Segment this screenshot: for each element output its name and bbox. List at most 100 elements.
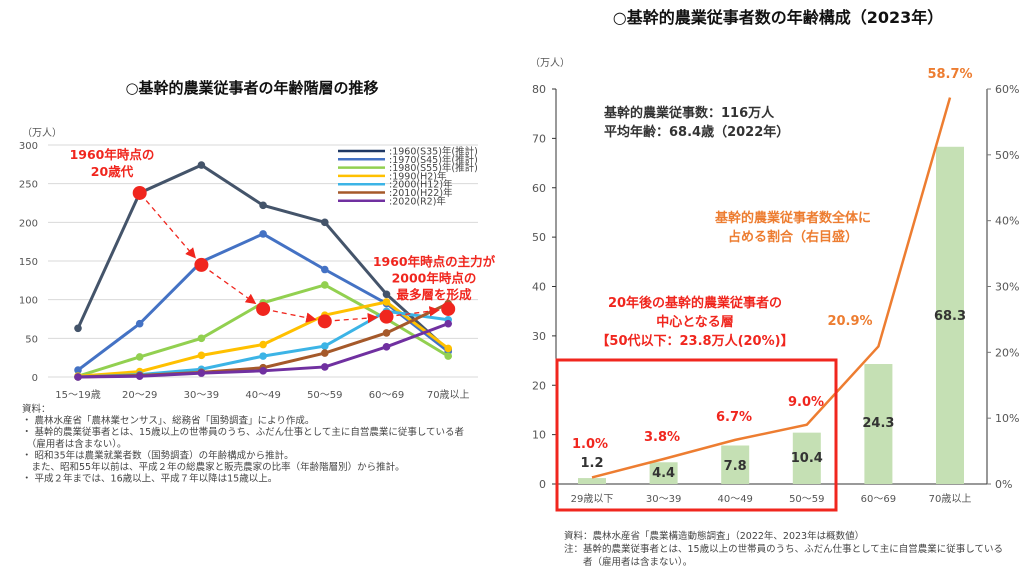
y-tick-label: 60: [532, 182, 546, 195]
legend-label: :2010(H22)年: [389, 187, 453, 199]
cohort-marker: [379, 309, 394, 324]
right-chart: ○基幹的農業従事者数の年齢構成（2023年） （万人） 0 10 20 30 40 50 6…: [530, 8, 1019, 568]
y-tick-label: 10: [532, 429, 546, 442]
y-tick-label: 80: [532, 83, 546, 96]
y2-tick-label: 0%: [995, 478, 1012, 491]
left-y-unit: （万人）: [22, 127, 62, 139]
data-point: [321, 218, 329, 227]
x-tick-label: 50～59: [307, 390, 342, 401]
share-value-label: 9.0%: [788, 395, 824, 410]
data-point: [444, 319, 453, 328]
x-tick-label: 29歳以下: [571, 493, 614, 505]
y-tick-label: 30: [532, 330, 546, 343]
bar-value-label: 24.3: [862, 416, 894, 431]
cohort-arrow: [209, 270, 257, 305]
x-tick-label: 40～49: [245, 390, 280, 401]
left-chart: ○基幹的農業従事者の年齢階層の推移 （万人） 0 50 100 150 200 250 30…: [19, 79, 496, 485]
data-point: [259, 352, 267, 360]
y2-tick-label: 60%: [995, 83, 1019, 96]
source-note: （雇用者は含まない）。: [22, 438, 127, 450]
y-tick-label: 100: [19, 296, 38, 307]
share-line: [591, 97, 952, 479]
annotation-2000-peak: 最多層を形成: [396, 287, 472, 302]
y2-tick-label: 30%: [995, 281, 1019, 294]
x-tick-label: 30～39: [184, 390, 219, 401]
source-note: ・ 平成２年までは、16歳以上、平成７年以降は15歳以上。: [22, 473, 277, 485]
share-value-label: 58.7%: [927, 67, 972, 82]
bar-value-label: 68.3: [934, 309, 966, 324]
source-note: ・ 農林水産省「農林業センサス」、総務省「国勢調査」により作成。: [22, 415, 314, 427]
data-point: [382, 298, 391, 306]
cohort-marker: [317, 314, 332, 329]
y2-tick-label: 40%: [995, 215, 1019, 228]
bar-value-label: 7.8: [724, 459, 747, 474]
data-point: [259, 340, 267, 349]
data-point: [321, 349, 329, 357]
bar-value-label: 4.4: [652, 466, 675, 481]
bar: [864, 364, 893, 484]
bar: [649, 462, 678, 484]
source-note: 注：基幹的農業従事者とは、15歳以上の世帯員のうち、ふだん仕事として主に自営農業…: [564, 543, 1003, 555]
core-layer-annotation: 20年後の基幹的農業従事者の: [608, 295, 782, 311]
data-point: [382, 343, 391, 351]
data-point: [444, 344, 453, 353]
cohort-marker: [132, 185, 147, 200]
x-tick-label: 15～19歳: [55, 389, 100, 401]
source-note: ・ 昭和35年は農業就業者数（国勢調査）の年齢構成から推計。: [22, 449, 294, 461]
cohort-arrow: [272, 310, 317, 323]
legend-label: :1970(S45)年(推計): [389, 154, 478, 166]
cohort-arrow: [145, 200, 196, 259]
source-note: 資料：農林水産省「農業構造動態調査」（2022年、2023年は概数値）: [564, 530, 864, 542]
data-point: [135, 353, 144, 361]
share-value-label: 6.7%: [716, 410, 752, 425]
legend-label: :1990(H2)年: [389, 170, 447, 182]
bar: [578, 478, 606, 484]
bar-value-label: 10.4: [791, 451, 823, 466]
source-note: 者（雇用者は含まない）。: [564, 556, 692, 568]
bar: [721, 445, 750, 484]
data-point: [259, 367, 267, 375]
data-point: [321, 342, 329, 350]
source-note: ・ 基幹的農業従事者とは、15歳以上の世帯員のうち、ふだん仕事として主に自営農業…: [22, 426, 464, 438]
share-line-annotation: 基幹的農業従事者数全体に: [714, 210, 871, 226]
x-tick-label: 30～39: [646, 494, 681, 505]
data-point: [321, 265, 329, 274]
y-tick-label: 0: [32, 373, 38, 384]
core-layer-annotation: 【50代以下：23.8万人(20%)】: [596, 333, 793, 349]
y-tick-label: 200: [19, 218, 38, 229]
y-tick-label: 50: [25, 334, 38, 345]
data-point: [259, 230, 267, 238]
annotation-2000-peak: 1960年時点の主力が: [373, 254, 496, 269]
data-point: [321, 281, 329, 289]
y-tick-label: 150: [19, 257, 38, 268]
data-point: [382, 329, 391, 337]
source-note: 資料：: [22, 403, 51, 415]
data-point: [259, 201, 267, 210]
legend-label: :2000(H12)年: [389, 179, 453, 191]
bar: [936, 146, 964, 485]
y-tick-label: 20: [532, 379, 546, 392]
legend-label: :1980(S55)年(推計): [389, 162, 478, 174]
data-point: [197, 334, 206, 343]
y-tick-label: 0: [539, 478, 546, 491]
data-point: [135, 372, 144, 381]
share-value-label: 3.8%: [644, 430, 680, 445]
cohort-marker: [441, 301, 456, 316]
y-tick-label: 40: [532, 281, 546, 294]
x-tick-label: 40～49: [717, 494, 752, 505]
data-point: [197, 351, 206, 360]
y-tick-label: 300: [19, 141, 38, 152]
cohort-arrow: [334, 312, 379, 324]
share-value-label: 1.0%: [572, 437, 608, 452]
right-y-unit: （万人）: [530, 57, 570, 69]
annotation-2000-peak: 2000年時点の: [392, 271, 477, 286]
annotation-1960-20s: 20歳代: [91, 164, 134, 179]
data-point: [321, 363, 329, 371]
cohort-marker: [194, 257, 209, 272]
data-point: [444, 352, 453, 360]
summary-info: 基幹的農業従事数：116万人: [603, 105, 775, 121]
x-tick-label: 60～69: [861, 494, 896, 505]
core-layer-annotation: 中心となる層: [656, 314, 734, 330]
annotation-1960-20s: 1960年時点の: [70, 147, 155, 162]
y-tick-label: 50: [532, 231, 546, 244]
